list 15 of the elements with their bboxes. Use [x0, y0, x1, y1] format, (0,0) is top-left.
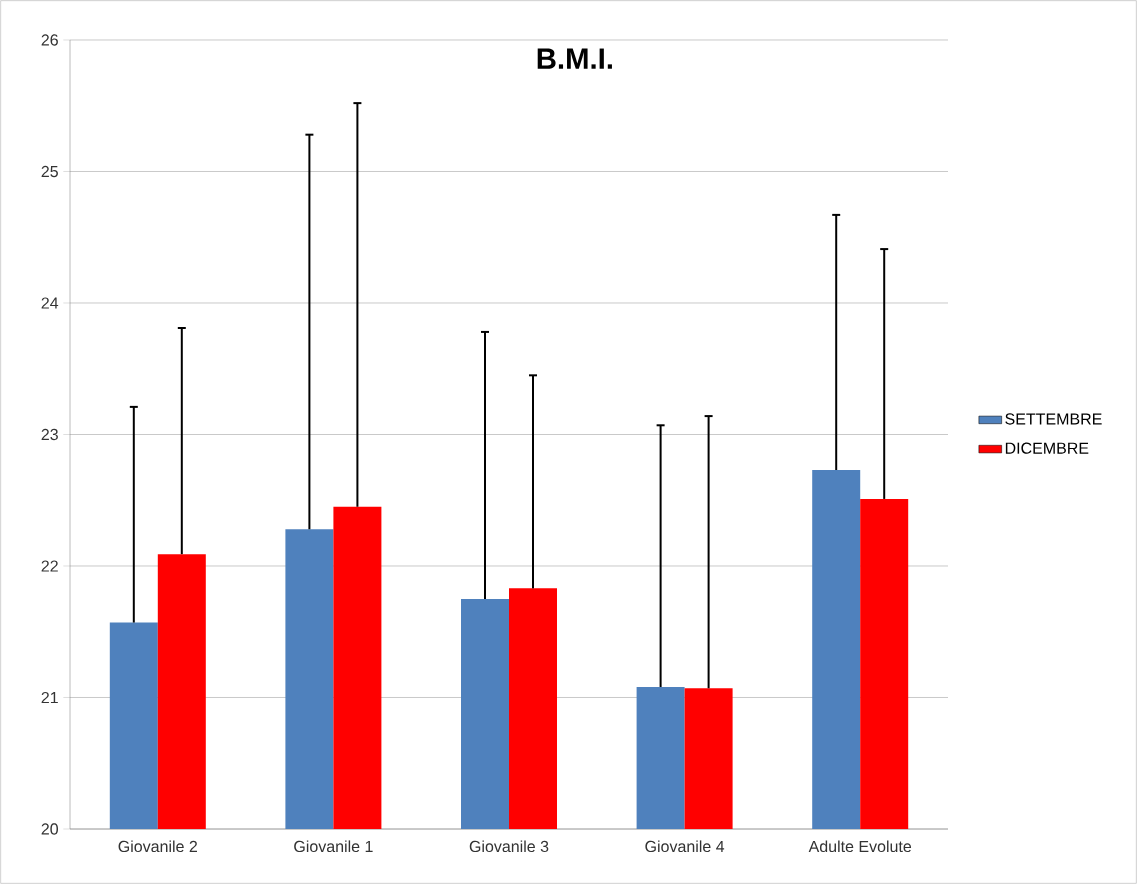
- legend-label: SETTEMBRE: [1005, 413, 1102, 425]
- y-tick-label: 23: [41, 428, 58, 441]
- y-tick-label: 22: [41, 560, 58, 572]
- x-tick-label: Giovanile 3: [469, 840, 549, 853]
- y-tick-label: 24: [41, 297, 59, 309]
- x-tick-label: Adulte Evolute: [808, 840, 912, 853]
- y-tick-label: 20: [41, 823, 58, 835]
- y-tick-label: 21: [41, 691, 58, 704]
- y-tick-label: 25: [41, 165, 58, 178]
- chart-title: B.M.I.: [537, 48, 612, 69]
- x-tick-label: Giovanile 4: [645, 840, 725, 853]
- y-tick-label: 26: [41, 34, 58, 46]
- x-tick-label: Giovanile 2: [118, 840, 197, 853]
- x-tick-label: Giovanile 1: [294, 840, 373, 853]
- legend-label: DICEMBRE: [1005, 442, 1089, 454]
